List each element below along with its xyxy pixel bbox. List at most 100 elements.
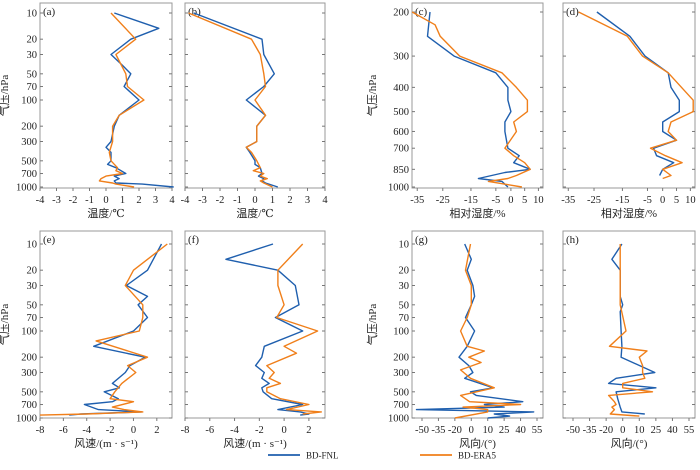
x-tick-label: 0 [103,195,108,206]
y-tick-label: 700 [393,400,409,411]
y-tick-label: 700 [21,169,37,180]
plot-frame [184,230,326,419]
x-tick-label: -6 [59,425,68,436]
x-axis-label: 温度/℃ [87,206,124,220]
x-tick-label: 0 [252,195,257,206]
x-tick-label: -15 [464,195,478,206]
series-line-bd-era5 [266,243,322,415]
x-axis-label: 风向/(°) [611,436,648,450]
series-line-bd-era5 [578,11,694,180]
x-tick-label: 4 [169,195,175,206]
legend-label: BD-ERA5 [458,451,496,461]
y-tick-label: 600 [393,127,409,138]
y-tick-label: 100 [21,96,37,107]
x-axis-label: 风速/(m · s⁻¹) [74,437,138,450]
x-tick-label: 0 [281,425,286,436]
panel-label: (a) [43,6,56,18]
y-tick-label: 200 [393,353,409,364]
x-tick-label: -35 [583,425,597,436]
x-tick-label: -1 [233,195,242,206]
panel-label: (d) [566,6,579,18]
x-tick-label: 10 [533,195,544,206]
y-tick-label: 300 [21,368,37,379]
x-tick-label: 55 [684,425,695,436]
x-tick-label: -5 [643,195,652,206]
x-tick-label: 3 [305,195,310,206]
panel-h: (h) -50 -35 -20 0 10 25 40 55 风向/(°) [562,230,696,450]
x-tick-label: -20 [599,425,613,436]
x-axis-label: 相对湿度/% [601,206,657,220]
panel-f: (f) -8 -6 -4 -2 0 2 风速/(m · s⁻¹) [181,230,326,450]
x-tick-label: 2 [287,195,292,206]
x-tick-label: -5 [491,195,500,206]
x-tick-label: 0 [620,425,625,436]
y-tick-label: 850 [393,165,409,176]
panel-d: (d) -35 -25 -15 -5 0 5 10 相对湿度/% [561,2,696,220]
x-tick-label: 0 [469,425,474,436]
x-tick-label: 40 [667,425,678,436]
y-tick-label: 1000 [16,414,37,425]
x-tick-label: 5 [674,195,679,206]
x-tick-label: -50 [566,425,580,436]
x-tick-label: 0 [508,195,513,206]
y-tick-label: 700 [21,400,37,411]
x-tick-label: 0 [660,195,665,206]
x-tick-label: -4 [181,195,190,206]
y-tick-label: 20 [399,266,410,277]
x-tick-label: 5 [522,195,527,206]
y-tick-label: 200 [21,353,37,364]
y-tick-label: 70 [399,313,410,324]
series-line-bd-era5 [607,244,654,417]
x-tick-label: -8 [36,425,45,436]
y-tick-label: 400 [393,83,409,94]
x-tick-label: -1 [85,195,94,206]
series-line-bd-fnl [225,243,310,416]
y-tick-label: 10 [399,240,410,251]
y-axis-label: 气压/hPa [365,75,379,117]
legend-label: BD-FNL [306,451,339,461]
x-tick-label: -8 [181,425,190,436]
x-tick-label: 3 [153,195,158,206]
panel-label: (e) [43,234,56,246]
x-tick-label: -20 [448,425,462,436]
x-axis-label: 风向/(°) [459,436,496,450]
legend-item: BD-FNL [268,451,339,461]
panel-label: (f) [188,234,199,246]
x-tick-label: -25 [436,195,450,206]
x-tick-label: -25 [587,195,601,206]
x-tick-label: 10 [634,425,645,436]
series-line-bd-era5 [98,12,145,188]
x-tick-label: 2 [154,425,159,436]
x-tick-label: -2 [69,195,78,206]
y-tick-label: 500 [21,156,37,167]
y-tick-label: 50 [27,300,38,311]
y-axis-label: 气压/hPa [0,75,11,117]
panel-c: (c) 200 300 400 500 600 700 850 1000-35 -25 -15 -5 0… [365,2,544,220]
x-tick-label: 25 [499,425,510,436]
x-tick-label: -2 [255,425,264,436]
y-tick-label: 200 [393,8,409,19]
panel-label: (c) [415,6,428,18]
x-tick-label: -3 [198,195,207,206]
y-tick-label: 30 [27,50,38,61]
x-tick-label: -35 [561,195,575,206]
x-tick-label: 2 [136,195,141,206]
x-tick-label: -50 [415,425,429,436]
y-tick-label: 30 [399,281,410,292]
series-line-bd-fnl [193,12,279,188]
plot-frame [562,2,696,189]
y-tick-label: 700 [393,144,409,155]
y-tick-label: 300 [393,368,409,379]
series-line-bd-era5 [454,243,522,419]
panel-label: (g) [415,234,428,246]
y-axis-label: 气压/hPa [0,304,11,346]
y-tick-label: 100 [21,327,37,338]
x-tick-label: -6 [205,425,214,436]
y-tick-label: 10 [27,9,38,20]
x-tick-label: -35 [410,195,424,206]
y-tick-label: 70 [27,313,38,324]
x-axis-label: 相对湿度/% [449,206,505,220]
y-tick-label: 1000 [388,183,409,194]
y-tick-label: 30 [27,281,38,292]
